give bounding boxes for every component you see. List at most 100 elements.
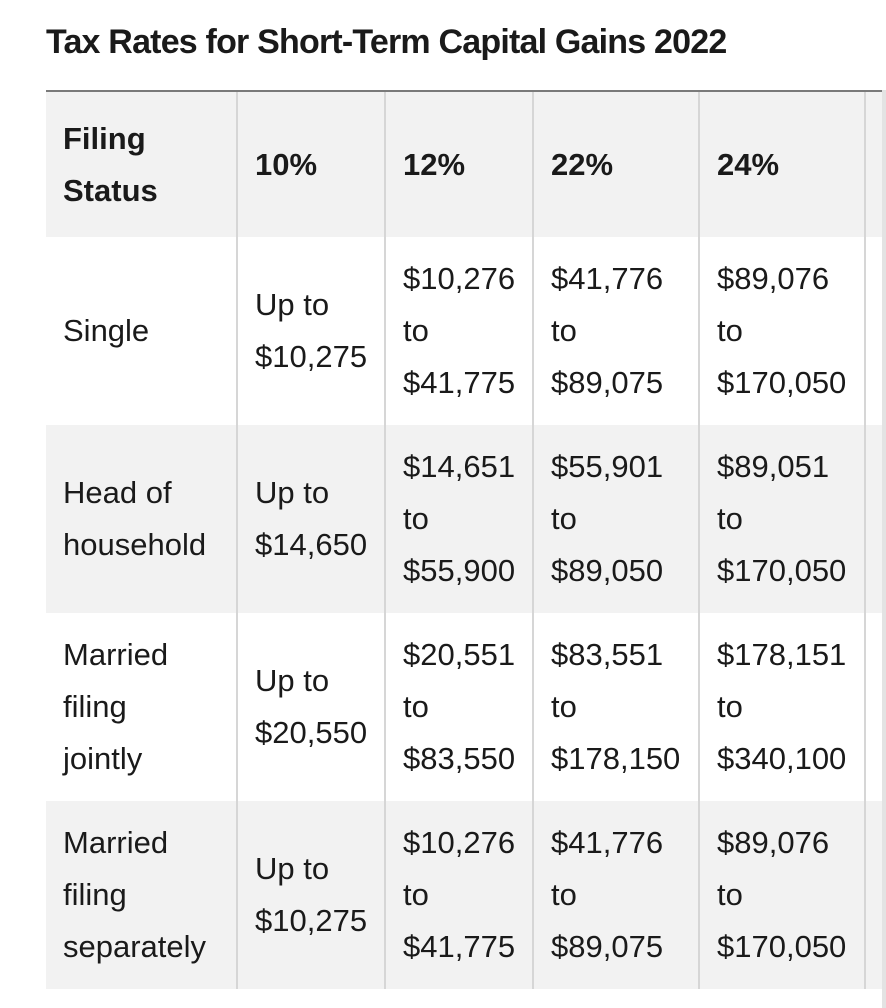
cell-line: Head of <box>63 475 172 510</box>
cell-line: Up to <box>255 475 330 510</box>
cell-line: to <box>717 313 743 348</box>
cell-text: $178,151 to $340,100 <box>717 629 864 785</box>
cell-line: Married <box>63 825 169 860</box>
table-row: Married filing separately Up to $10,275 $10,2… <box>46 801 886 989</box>
cell-line: to <box>403 501 429 536</box>
cell-text: $10,276 to $41,775 <box>403 253 532 409</box>
cell-line: filing <box>63 877 127 912</box>
cell-line: $178,151 <box>717 637 847 672</box>
rate-12-cell: $10,276 to $41,775 <box>384 237 533 425</box>
header-rate-22: 22% <box>532 92 699 237</box>
cell-line: $170,050 <box>717 365 847 400</box>
cell-line: filing <box>63 689 127 724</box>
cell-line: $55,900 <box>403 553 516 588</box>
cell-line: to <box>717 501 743 536</box>
rate-10-cell: Up to $14,650 <box>236 425 385 613</box>
rate-22-cell: $55,901 to $89,050 <box>532 425 699 613</box>
cell-line: $178,150 <box>551 741 681 776</box>
cell-text: $14,651 to $55,900 <box>403 441 532 597</box>
cell-text: Single <box>63 305 236 357</box>
cell-line: Up to <box>255 287 330 322</box>
cell-line: to <box>551 501 577 536</box>
cell-line: $20,551 <box>403 637 516 672</box>
rate-12-cell: $14,651 to $55,900 <box>384 425 533 613</box>
cell-line: jointly <box>63 741 143 776</box>
rate-24-cell: $178,151 to $340,100 <box>698 613 865 801</box>
cell-line: to <box>717 689 743 724</box>
clipped-next-column-cell <box>864 425 886 613</box>
cell-line: to <box>551 877 577 912</box>
cell-line: $83,551 <box>551 637 664 672</box>
cell-line: to <box>403 689 429 724</box>
cell-text: $89,051 to $170,050 <box>717 441 864 597</box>
cell-line: to <box>551 313 577 348</box>
rate-24-cell: $89,076 to $170,050 <box>698 237 865 425</box>
rate-22-cell: $83,551 to $178,150 <box>532 613 699 801</box>
header-filing-status-line: Filing <box>63 120 146 156</box>
scroll-edge-divider <box>882 90 886 1008</box>
tax-rates-table-container[interactable]: Filing Status 10% 12% 22% 24% 3 Single Up… <box>46 90 886 1008</box>
header-rate-10: 10% <box>236 92 385 237</box>
cell-line: $170,050 <box>717 929 847 964</box>
cell-line: $340,100 <box>717 741 847 776</box>
cell-line: $10,275 <box>255 903 368 938</box>
table-title: Tax Rates for Short-Term Capital Gains 2… <box>46 23 727 61</box>
cell-text: $20,551 to $83,550 <box>403 629 532 785</box>
cell-line: $89,075 <box>551 929 664 964</box>
filing-status-cell: Married filing separately <box>46 801 237 989</box>
cell-text: $89,076 to $170,050 <box>717 817 864 973</box>
cell-line: $14,650 <box>255 527 368 562</box>
cell-line: to <box>403 877 429 912</box>
cell-text: $55,901 to $89,050 <box>551 441 698 597</box>
cell-line: household <box>63 527 207 562</box>
cell-line: $14,651 <box>403 449 516 484</box>
filing-status-cell: Head of household <box>46 425 237 613</box>
cell-line: $41,776 <box>551 261 664 296</box>
header-rate-24: 24% <box>698 92 865 237</box>
rate-10-cell: Up to $10,275 <box>236 801 385 989</box>
cell-line: to <box>551 689 577 724</box>
cell-line: $89,050 <box>551 553 664 588</box>
cell-text: Married filing jointly <box>63 629 236 785</box>
cell-text: $10,276 to $41,775 <box>403 817 532 973</box>
cell-line: to <box>403 313 429 348</box>
cell-line: $41,775 <box>403 929 516 964</box>
rate-24-cell: $89,051 to $170,050 <box>698 425 865 613</box>
cell-text: Head of household <box>63 467 236 571</box>
cell-line: $89,076 <box>717 261 830 296</box>
clipped-next-column-cell <box>864 801 886 989</box>
rate-22-cell: $41,776 to $89,075 <box>532 801 699 989</box>
header-filing-status: Filing Status <box>46 92 237 237</box>
rate-12-cell: $20,551 to $83,550 <box>384 613 533 801</box>
cell-line: $89,076 <box>717 825 830 860</box>
cell-text: Up to $14,650 <box>255 467 384 571</box>
rate-24-cell: $89,076 to $170,050 <box>698 801 865 989</box>
clipped-next-column-cell <box>864 613 886 801</box>
rate-10-cell: Up to $20,550 <box>236 613 385 801</box>
table-row: Head of household Up to $14,650 $14,651 to $55… <box>46 425 886 613</box>
cell-text: Up to $10,275 <box>255 279 384 383</box>
table-row: Married filing jointly Up to $20,550 $20,551 t… <box>46 613 886 801</box>
clipped-next-column-cell <box>864 237 886 425</box>
cell-text: Up to $20,550 <box>255 655 384 759</box>
tax-rates-table: Filing Status 10% 12% 22% 24% 3 Single Up… <box>46 92 886 989</box>
cell-line: $55,901 <box>551 449 664 484</box>
cell-text: $83,551 to $178,150 <box>551 629 698 785</box>
cell-text: Married filing separately <box>63 817 236 973</box>
cell-line: $41,775 <box>403 365 516 400</box>
table-header-row: Filing Status 10% 12% 22% 24% 3 <box>46 92 886 237</box>
cell-line: $20,550 <box>255 715 368 750</box>
cell-line: Up to <box>255 851 330 886</box>
cell-text: $41,776 to $89,075 <box>551 817 698 973</box>
cell-line: Single <box>63 313 150 348</box>
cell-line: to <box>717 877 743 912</box>
filing-status-cell: Married filing jointly <box>46 613 237 801</box>
cell-line: $89,051 <box>717 449 830 484</box>
cell-line: $170,050 <box>717 553 847 588</box>
header-filing-status-line: Status <box>63 172 158 208</box>
rate-12-cell: $10,276 to $41,775 <box>384 801 533 989</box>
cell-line: $10,275 <box>255 339 368 374</box>
cell-line: Married <box>63 637 169 672</box>
cell-line: $10,276 <box>403 261 516 296</box>
cell-line: $83,550 <box>403 741 516 776</box>
